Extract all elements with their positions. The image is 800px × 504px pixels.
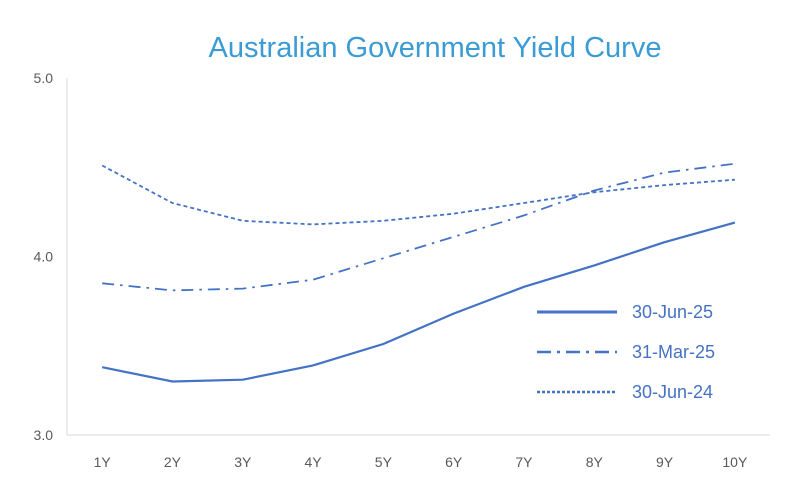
y-tick-label: 5.0 — [34, 70, 54, 86]
x-tick-label: 6Y — [445, 454, 463, 470]
y-tick-label: 3.0 — [34, 427, 54, 443]
x-tick-label: 7Y — [515, 454, 533, 470]
x-tick-label: 3Y — [234, 454, 252, 470]
x-tick-label: 5Y — [375, 454, 393, 470]
x-tick-label: 9Y — [656, 454, 674, 470]
legend-label-1: 30-Jun-25 — [632, 302, 713, 322]
series-line-3 — [101, 164, 735, 226]
chart-title: Australian Government Yield Curve — [208, 32, 662, 64]
x-tick-label: 8Y — [586, 454, 604, 470]
legend-label-2: 31-Mar-25 — [632, 342, 715, 362]
x-tick-label: 1Y — [94, 454, 112, 470]
series-line-2 — [102, 162, 736, 292]
x-tick-label: 10Y — [722, 454, 748, 470]
legend-label-3: 30-Jun-24 — [632, 382, 713, 402]
y-tick-label: 4.0 — [34, 249, 54, 265]
x-tick-label: 4Y — [304, 454, 322, 470]
x-tick-label: 2Y — [164, 454, 182, 470]
series-line-1 — [101, 221, 736, 383]
